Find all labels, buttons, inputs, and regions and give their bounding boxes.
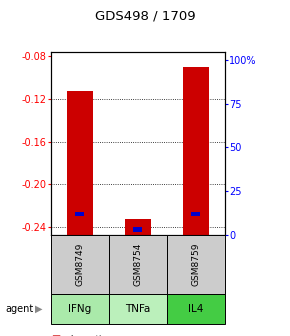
Text: agent: agent	[6, 304, 34, 314]
Bar	[167, 294, 225, 324]
Bar	[125, 219, 151, 235]
Bar	[67, 91, 93, 235]
Text: IL4: IL4	[188, 304, 204, 314]
Text: ▶: ▶	[35, 304, 43, 314]
Bar	[75, 212, 84, 216]
Text: IFNg: IFNg	[68, 304, 91, 314]
Text: ■: ■	[51, 334, 60, 336]
Text: GSM8754: GSM8754	[133, 243, 142, 286]
Bar	[191, 212, 200, 216]
Bar	[51, 235, 109, 294]
Text: GSM8749: GSM8749	[75, 243, 84, 286]
Text: GSM8759: GSM8759	[191, 243, 200, 286]
Bar	[133, 227, 142, 232]
Bar	[167, 235, 225, 294]
Bar	[109, 235, 167, 294]
Bar	[51, 294, 109, 324]
Text: GDS498 / 1709: GDS498 / 1709	[95, 9, 195, 23]
Bar	[109, 294, 167, 324]
Bar	[183, 67, 209, 235]
Text: log ratio: log ratio	[71, 335, 107, 336]
Text: TNFa: TNFa	[125, 304, 151, 314]
